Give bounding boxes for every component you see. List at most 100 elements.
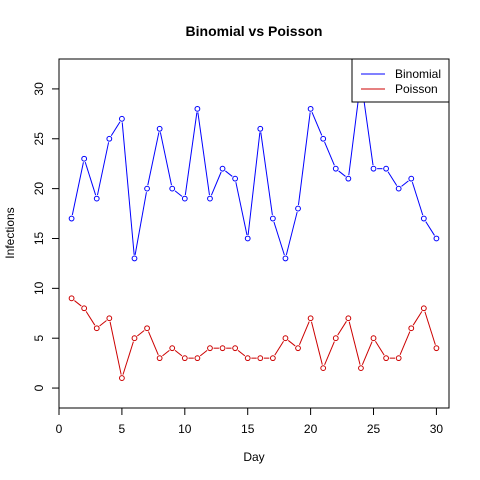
legend-label-binomial: Binomial <box>395 67 441 81</box>
y-tick-label: 30 <box>32 82 46 96</box>
x-tick-label: 10 <box>178 422 192 436</box>
series-binomial-segment <box>235 182 248 236</box>
series-binomial-point <box>282 255 289 262</box>
series-poisson-segment <box>399 331 411 356</box>
series-poisson-segment <box>174 350 183 357</box>
series-poisson-point <box>420 305 427 312</box>
series-binomial-point <box>370 165 377 172</box>
series-poisson-point <box>395 355 402 362</box>
series-poisson-point <box>370 335 377 342</box>
series-poisson-point <box>408 325 415 332</box>
series-binomial-segment <box>401 180 409 187</box>
series-poisson-point <box>345 315 352 322</box>
series-poisson-point <box>169 345 176 352</box>
series-poisson-segment <box>237 350 246 357</box>
series-binomial-point <box>169 185 176 192</box>
series-binomial-segment <box>184 112 198 196</box>
series-poisson-point <box>383 355 389 362</box>
series-poisson-point <box>131 335 138 342</box>
series-poisson-segment <box>348 321 361 365</box>
series-poisson-point <box>320 365 327 372</box>
series-binomial-point <box>345 175 352 182</box>
series-poisson-point <box>144 325 150 332</box>
series-poisson-point <box>244 355 251 362</box>
series-binomial-segment <box>425 221 435 236</box>
series-poisson-point <box>207 345 213 352</box>
y-tick-label: 10 <box>32 281 46 295</box>
series-binomial-point <box>295 205 301 212</box>
series-poisson-point <box>219 345 226 352</box>
y-tick-label: 15 <box>32 231 46 245</box>
series-poisson-segment <box>136 330 145 337</box>
series-poisson-segment <box>324 341 335 365</box>
series-binomial-segment <box>411 181 424 216</box>
y-tick-label: 25 <box>32 132 46 146</box>
series-binomial-segment <box>174 190 183 197</box>
series-binomial-point <box>383 165 389 172</box>
x-axis-title: Day <box>243 450 264 464</box>
series-poisson-segment <box>85 311 96 326</box>
series-poisson-segment <box>424 311 436 345</box>
y-axis-title: Infections <box>3 207 17 258</box>
series-binomial-point <box>269 215 276 222</box>
x-tick-label: 25 <box>367 422 381 436</box>
series-poisson-point <box>232 345 239 352</box>
series-poisson-segment <box>298 321 310 346</box>
series-poisson-segment <box>274 340 284 356</box>
series-binomial-segment <box>159 132 172 186</box>
series-binomial-point <box>244 235 251 242</box>
y-tick-label: 5 <box>32 335 46 342</box>
series-poisson-segment <box>361 341 373 365</box>
series-binomial-segment <box>71 162 84 216</box>
series-poisson-point <box>282 335 289 342</box>
series-binomial-point <box>395 185 402 192</box>
series-binomial-segment <box>121 122 135 255</box>
series-poisson-point <box>68 295 75 302</box>
series-poisson-point <box>257 355 264 362</box>
series-poisson <box>68 295 440 381</box>
series-poisson-point <box>181 355 188 362</box>
x-tick-label: 0 <box>56 422 63 436</box>
series-poisson-point <box>433 345 440 352</box>
series-binomial-point <box>194 105 201 112</box>
series-poisson-segment <box>311 321 323 365</box>
series-poisson-point <box>358 365 364 372</box>
series-poisson-point <box>106 315 113 322</box>
series-poisson-segment <box>109 321 122 375</box>
series-binomial-point <box>408 175 415 182</box>
x-tick-label: 5 <box>119 422 126 436</box>
series-binomial-point <box>433 235 440 242</box>
y-axis: 0 5 10 15 20 25 30 <box>32 82 60 391</box>
series-binomial-point <box>156 125 163 132</box>
series-binomial-point <box>257 125 264 132</box>
series-binomial-segment <box>297 112 311 206</box>
series-poisson-point <box>269 355 276 362</box>
series-binomial-point <box>93 195 100 202</box>
series-binomial-segment <box>210 171 222 196</box>
series-binomial-point <box>332 165 339 172</box>
x-axis: 0 5 10 15 20 25 30 <box>56 407 444 436</box>
series-poisson-segment <box>147 331 159 356</box>
series-poisson-point <box>332 335 339 342</box>
series-binomial-segment <box>324 141 335 166</box>
series-binomial-point <box>81 155 88 162</box>
series-poisson-segment <box>74 300 82 307</box>
series-binomial-point <box>144 185 150 192</box>
series-binomial-segment <box>134 192 147 255</box>
y-tick-label: 0 <box>32 384 46 391</box>
series-poisson-point <box>156 355 163 362</box>
series-binomial-point <box>106 135 113 142</box>
series-poisson-point <box>81 305 88 312</box>
legend-label-poisson: Poisson <box>395 82 438 96</box>
series-poisson-point <box>119 375 125 381</box>
series-binomial-point <box>119 115 125 122</box>
x-tick-label: 30 <box>430 422 444 436</box>
series-binomial-point <box>307 105 314 112</box>
series-binomial-segment <box>338 170 346 177</box>
series-binomial <box>68 76 440 262</box>
series-binomial-segment <box>225 170 233 177</box>
series-binomial-segment <box>110 121 121 136</box>
legend-box <box>351 58 450 103</box>
series-binomial-segment <box>311 111 323 136</box>
